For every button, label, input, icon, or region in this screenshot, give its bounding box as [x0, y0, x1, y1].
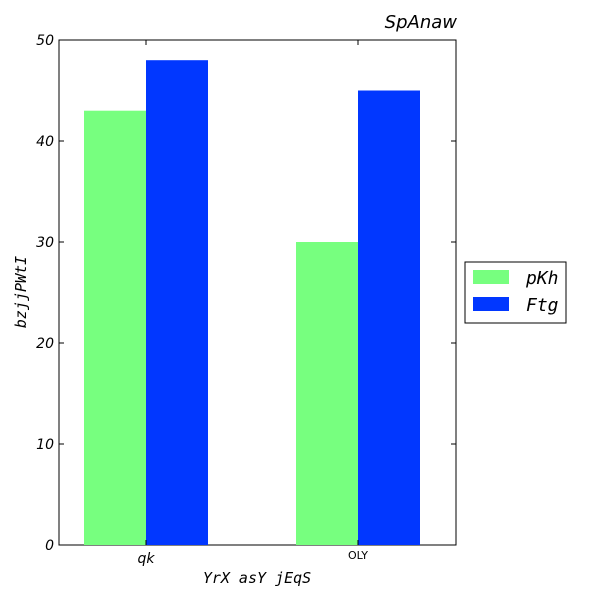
bars [84, 60, 420, 545]
ytick-label: 30 [36, 235, 54, 251]
legend: pKh Ftg [464, 261, 567, 324]
plot-frame [58, 39, 457, 546]
legend-label-pkh: pKh [525, 268, 559, 289]
ytick-label: 0 [45, 538, 54, 554]
ytick-label: 50 [36, 33, 54, 49]
bar-pkh-qk [84, 110, 146, 545]
ytick-label: 40 [36, 134, 54, 150]
bar-ftg-oly [358, 90, 420, 545]
legend-swatch-pkh [473, 270, 509, 284]
y-axis: 0 10 20 30 40 50 [36, 33, 456, 554]
y-axis-label: bzjjPWtI [12, 256, 30, 328]
x-axis-label: YrX asY jEqS [203, 569, 311, 587]
bar-ftg-qk [146, 60, 208, 545]
legend-swatch-ftg [473, 297, 509, 311]
chart-title: SpAnaw [385, 12, 458, 33]
xtick-label: qk [138, 551, 156, 567]
xtick-label: OLY [348, 549, 368, 562]
ytick-label: 20 [36, 336, 54, 352]
x-axis: qk OLY [138, 40, 368, 567]
legend-label-ftg: Ftg [526, 295, 559, 316]
ytick-label: 10 [36, 437, 54, 453]
bar-pkh-oly [296, 242, 358, 545]
